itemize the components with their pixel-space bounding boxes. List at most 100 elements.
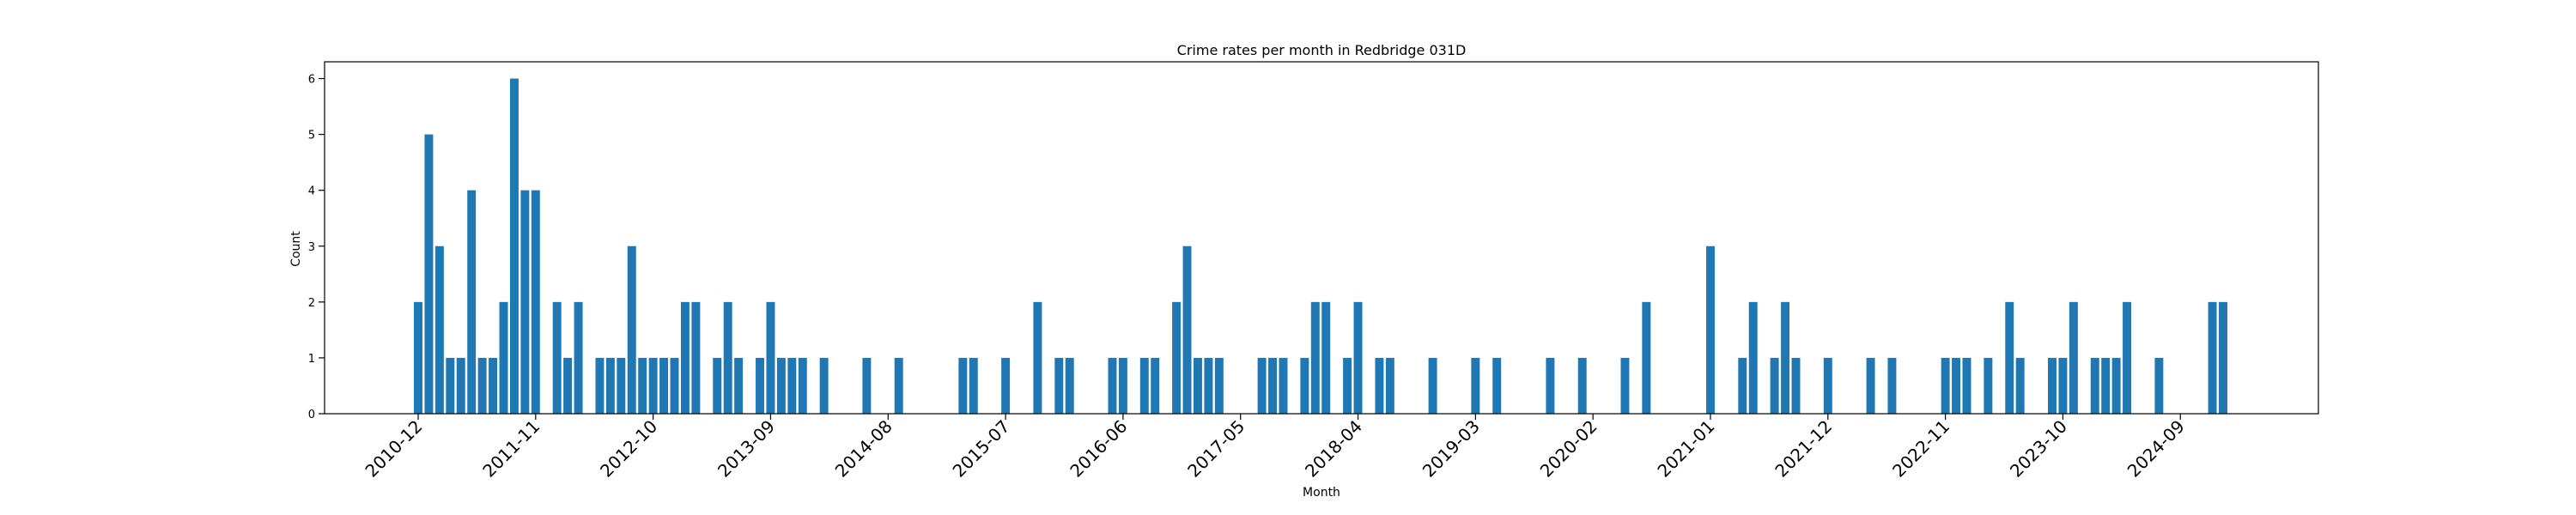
x-tick-label: 2013-09 (714, 416, 779, 482)
bar (1941, 357, 1950, 414)
y-tick-label: 3 (308, 241, 315, 254)
bar (1321, 301, 1331, 414)
bar (659, 357, 669, 414)
bar (2208, 301, 2217, 414)
bar (1492, 357, 1502, 414)
bar (2101, 357, 2111, 414)
bar (1279, 357, 1288, 414)
y-tick-label: 5 (308, 130, 315, 142)
x-tick-label: 2010-12 (361, 416, 426, 482)
bar (894, 357, 903, 414)
bar (499, 301, 508, 414)
x-axis: 2010-12 2011-11 2012-10 2013-09 2014-08 2015-… (361, 414, 2189, 482)
bar (1375, 357, 1384, 414)
bar (1204, 357, 1213, 414)
bar (1054, 357, 1064, 414)
bar (1268, 357, 1277, 414)
x-tick-label: 2018-04 (1301, 416, 1366, 482)
bar (1343, 357, 1352, 414)
y-axis: 0 1 2 3 4 5 6 (308, 74, 325, 421)
bar (1952, 357, 1961, 414)
bar (1984, 357, 1993, 414)
x-tick-label: 2022-11 (1888, 416, 1953, 482)
bar (1172, 301, 1182, 414)
bar (627, 245, 636, 414)
bar (563, 357, 573, 414)
bar (713, 357, 722, 414)
bar (434, 245, 444, 414)
bar (2123, 301, 2132, 414)
bar (605, 357, 615, 414)
bar (1001, 357, 1011, 414)
bar (691, 301, 701, 414)
bar (1887, 357, 1897, 414)
bar (1065, 357, 1074, 414)
bars (414, 78, 2227, 415)
bar (467, 190, 477, 414)
bar (1471, 357, 1480, 414)
bar (552, 301, 562, 414)
bar (1033, 301, 1042, 414)
bar (1770, 357, 1779, 414)
bar (680, 301, 690, 414)
bar (414, 301, 422, 414)
bar (1310, 301, 1320, 414)
bar (1428, 357, 1437, 414)
y-tick-label: 6 (308, 74, 315, 87)
y-tick-label: 4 (308, 185, 315, 198)
x-tick-label: 2020-02 (1536, 416, 1601, 482)
bar (776, 357, 786, 414)
bar (798, 357, 807, 414)
x-tick-label: 2024-09 (2123, 416, 2189, 482)
bar (2090, 357, 2099, 414)
bar (648, 357, 658, 414)
bar (617, 357, 626, 414)
bar (1300, 357, 1309, 414)
bar (1385, 357, 1394, 414)
bar (734, 357, 744, 414)
y-tick-label: 1 (308, 353, 315, 366)
bar (1151, 357, 1160, 414)
bar (1193, 357, 1202, 414)
bar (2058, 357, 2068, 414)
bar (1642, 301, 1651, 414)
bar (1546, 357, 1555, 414)
y-tick-label: 0 (308, 409, 315, 421)
bar (2111, 357, 2121, 414)
x-tick-label: 2019-03 (1419, 416, 1484, 482)
x-tick-label: 2012-10 (596, 416, 661, 482)
bar (2069, 301, 2078, 414)
bar (1962, 357, 1971, 414)
bar (489, 357, 498, 414)
bar (1577, 357, 1587, 414)
x-tick-label: 2021-01 (1653, 416, 1718, 482)
bar (2015, 357, 2025, 414)
bar (456, 357, 465, 414)
bar (509, 78, 519, 415)
x-axis-label: Month (1303, 486, 1340, 500)
bar (670, 357, 679, 414)
bar (1257, 357, 1267, 414)
bar (2219, 301, 2227, 414)
bar (1108, 357, 1117, 414)
bar (1823, 357, 1832, 414)
bar (595, 357, 605, 414)
bar (756, 357, 764, 414)
x-tick-label: 2015-07 (949, 416, 1014, 482)
bar (2048, 357, 2057, 414)
bar (520, 190, 530, 414)
bar (1620, 357, 1630, 414)
x-tick-label: 2023-10 (2006, 416, 2071, 482)
bar (446, 357, 455, 414)
bar (1866, 357, 1875, 414)
bar (958, 357, 968, 414)
bar (1353, 301, 1363, 414)
x-tick-label: 2014-08 (831, 416, 896, 482)
bar (1139, 357, 1149, 414)
plot-frame (324, 61, 2319, 415)
bar (1791, 357, 1801, 414)
bar (1748, 301, 1758, 414)
bar (1738, 357, 1747, 414)
bar (1214, 357, 1224, 414)
bar (1781, 301, 1790, 414)
